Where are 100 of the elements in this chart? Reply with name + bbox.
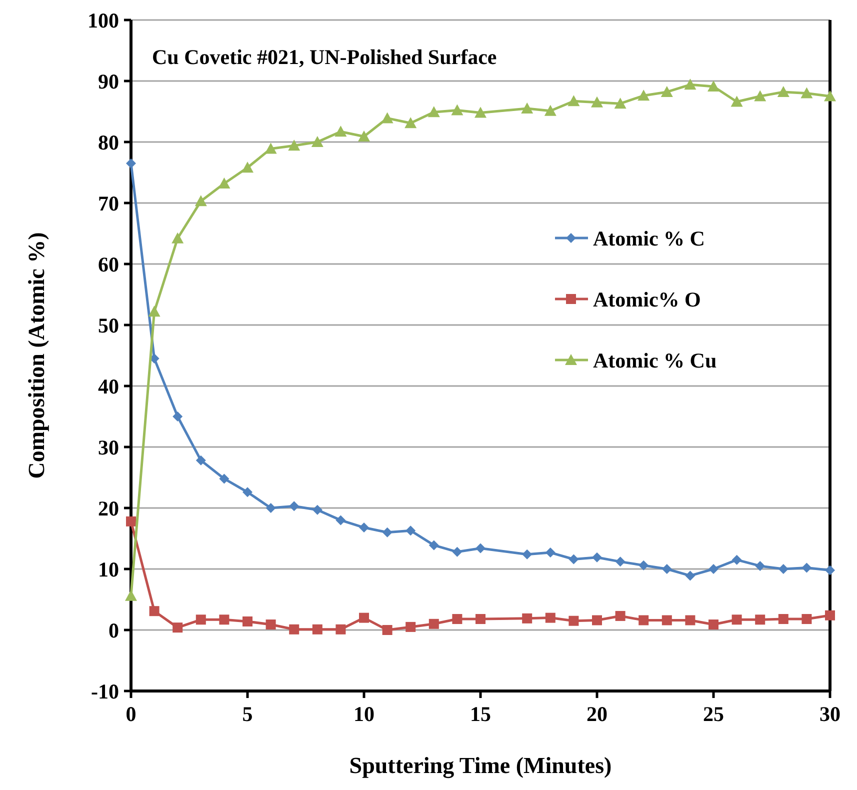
point [336,515,346,526]
point [382,527,392,538]
y-tick-label: 100 [88,8,119,32]
point [825,610,835,620]
y-tick-label: 0 [108,618,119,642]
point [452,614,462,624]
y-tick-label: 60 [98,252,119,276]
point [194,195,207,206]
point [242,487,252,498]
point [266,503,276,513]
point [358,130,370,142]
point [684,78,696,90]
point [381,112,394,124]
point [218,177,230,188]
point [476,614,486,624]
point [638,90,650,101]
point [148,306,160,317]
legend-label: Atomic % Cu [593,348,717,372]
point [406,526,416,536]
point [149,606,160,616]
point [824,90,836,102]
point [266,620,276,630]
point [406,622,416,632]
x-tick-label: 25 [703,702,724,726]
point [545,548,556,558]
point [755,614,766,625]
point [289,501,300,512]
point [242,616,252,626]
point [615,556,626,567]
point [126,516,136,526]
point [288,140,300,151]
point [359,522,369,533]
point [685,615,696,626]
x-axis-title: Sputtering Time (Minutes) [349,753,612,779]
point [638,560,649,570]
x-tick-label: 0 [126,702,136,726]
point [592,615,602,626]
point [614,98,626,109]
point [311,136,324,147]
point [568,616,579,626]
point [708,620,718,630]
point [568,95,580,106]
point [592,552,602,562]
point [660,86,673,97]
point [126,158,136,168]
point [125,590,137,601]
point [242,162,254,173]
point [196,614,206,625]
y-tick-label: 80 [98,130,119,154]
point [802,614,812,624]
y-tick-label: -10 [91,679,119,704]
point [336,624,346,634]
legend-label: Atomic% O [593,287,701,312]
y-tick-label: 50 [98,313,119,338]
point [662,564,672,574]
point [708,80,720,92]
y-tick-label: 20 [98,496,119,520]
point [264,142,277,154]
point [172,622,183,633]
point [522,613,532,624]
point [474,106,486,118]
y-tick-label: 70 [98,191,119,216]
x-tick-label: 10 [354,702,374,726]
point [289,624,300,634]
legend-label: Atomic % C [593,226,705,250]
point [219,614,230,625]
point [359,612,369,623]
point [802,562,812,573]
point [404,117,417,128]
point [172,232,184,244]
y-tick-label: 10 [98,557,119,582]
point [428,540,439,550]
point [476,543,486,554]
point [732,554,742,565]
point [638,615,649,626]
x-tick-label: 15 [470,702,491,726]
point [521,102,534,114]
point [428,618,439,629]
point [452,546,462,557]
point [755,560,766,571]
point [730,96,743,107]
y-axis-title: Composition (Atomic %) [24,232,49,479]
point [568,554,579,564]
point [615,610,626,621]
point [451,104,464,116]
point [732,614,742,625]
y-tick-label: 90 [98,69,119,94]
point [382,625,392,635]
x-tick-label: 30 [820,702,840,726]
point [219,474,230,484]
point [545,612,556,623]
y-tick-label: 30 [98,435,119,460]
x-tick-label: 20 [586,702,608,726]
point [800,87,813,98]
point [196,455,206,466]
point [685,570,696,581]
point [754,90,766,102]
point [544,104,556,116]
point [777,86,790,97]
point [312,624,322,634]
